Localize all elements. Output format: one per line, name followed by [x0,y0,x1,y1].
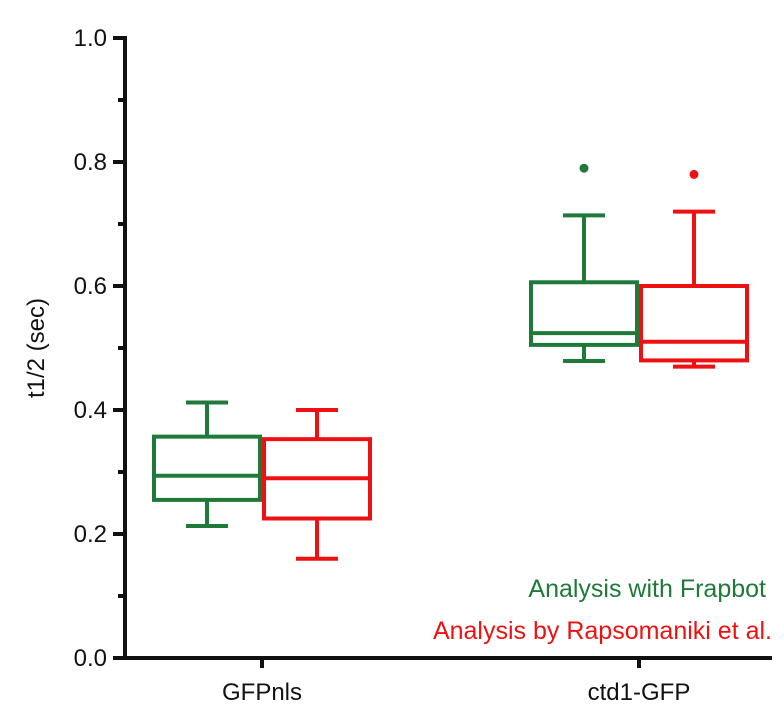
y-tick-label: 0.6 [74,273,107,300]
box-rapsomaniki-ctd1-GFP [639,169,749,369]
y-axis-title: t1/2 (sec) [23,298,50,398]
y-tick-label: 0.4 [74,397,107,424]
y-tick-label: 0.0 [74,645,107,672]
box-rapsomaniki-GFPnls [262,408,372,561]
legend: Analysis with Frapbot Analysis by Rapsom… [433,575,772,645]
axes: 0.0 0.2 0.4 0.6 0.8 1.0 GFPnls ctd1-GFP [74,25,772,706]
y-tick-label: 1.0 [74,25,107,52]
iqr-box [529,280,639,347]
box-frapbot-ctd1-GFP [529,163,639,364]
legend-entry-rapsomaniki: Analysis by Rapsomaniki et al. [433,617,772,645]
box-marks [152,163,749,561]
box-frapbot-GFPnls [152,400,262,528]
y-tick-label: 0.2 [74,521,107,548]
x-tick-label: ctd1-GFP [588,679,691,706]
iqr-box [152,434,262,502]
x-tick-label: GFPnls [222,679,302,706]
outlier-point [579,163,589,173]
outlier-point [689,169,699,179]
y-tick-label: 0.8 [74,149,107,176]
iqr-box [639,284,749,363]
legend-entry-frapbot: Analysis with Frapbot [528,575,766,603]
